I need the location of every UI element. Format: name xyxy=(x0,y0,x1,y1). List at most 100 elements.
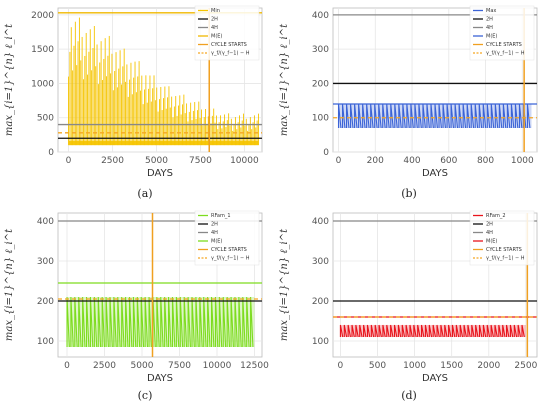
series-cycle xyxy=(451,324,456,338)
series-cycle xyxy=(401,324,406,338)
series-cycle xyxy=(506,324,510,338)
series-cycle xyxy=(156,296,160,348)
chart-panel-b: 0 200 400 600 800 10000100200300400DAYSmax_{i… xyxy=(279,5,538,179)
series-cycle xyxy=(347,324,352,338)
series-cycle xyxy=(171,296,176,348)
series-cycle xyxy=(363,324,367,338)
series-cycle xyxy=(517,324,522,338)
series-cycle xyxy=(509,324,514,338)
series-cycle xyxy=(97,296,102,348)
series-cycle xyxy=(393,324,398,338)
y-tick-label: 2000 xyxy=(31,11,54,21)
y-tick-label: 400 xyxy=(312,11,329,21)
series-cycle xyxy=(195,296,199,348)
legend-label: Max xyxy=(486,8,496,14)
series-cycle xyxy=(436,324,440,338)
legend-box xyxy=(194,5,260,61)
chart-panel-d: 0 500 1000 1500 2000 2500 100 200 300 400 DAYS max_… xyxy=(279,210,538,384)
series-cycle xyxy=(109,296,113,348)
x-axis-label: DAYS xyxy=(147,168,173,179)
series-cycle xyxy=(113,296,117,348)
legend-label: 4H xyxy=(211,230,218,236)
series-cycle xyxy=(168,296,172,348)
y-tick-label: 300 xyxy=(312,45,329,55)
legend-box xyxy=(469,5,535,61)
x-tick-label: 0 xyxy=(66,156,72,166)
y-axis-label: max_{i=1}^{n} ℓ_i^t xyxy=(4,228,15,341)
series-cycle xyxy=(370,324,375,338)
y-tick-label: 500 xyxy=(37,114,54,124)
series-cycle xyxy=(78,296,82,348)
series-cycle xyxy=(238,296,242,348)
legend-label: CYCLE STARTS xyxy=(486,42,522,48)
y-tick-label: 100 xyxy=(312,114,329,124)
x-tick-label: 1000 xyxy=(511,156,534,166)
series-cycle xyxy=(339,324,344,338)
y-tick-label: 100 xyxy=(312,337,329,347)
legend-label: Min xyxy=(211,8,220,14)
x-tick-label: 500 xyxy=(369,361,386,371)
y-tick-label: 200 xyxy=(312,297,329,307)
series-cycle xyxy=(230,296,234,348)
series-cycle xyxy=(218,296,223,348)
x-tick-label: 12500 xyxy=(240,361,269,371)
x-tick-label: 2500 xyxy=(514,361,537,371)
series-cycle xyxy=(409,324,413,338)
y-tick-label: 1000 xyxy=(31,79,54,89)
series-cycle xyxy=(502,324,506,338)
series-cycle xyxy=(199,296,203,348)
legend-label: 4H xyxy=(486,230,493,236)
series-cycle xyxy=(486,324,491,338)
series-cycle xyxy=(390,324,394,338)
y-tick-label: 200 xyxy=(312,79,329,89)
x-tick-label: 5000 xyxy=(145,156,168,166)
x-tick-label: 600 xyxy=(440,156,457,166)
chart-panel-a: 0 2500 5000 7500 10000 0 500 1000 1500 2000 DAYS ma… xyxy=(4,5,263,179)
y-tick-label: 100 xyxy=(37,337,54,347)
series-cycle xyxy=(490,324,494,338)
x-tick-label: 5000 xyxy=(131,361,154,371)
series-cycle xyxy=(359,324,363,338)
series-cycle xyxy=(207,296,211,348)
series-cycle xyxy=(246,296,250,348)
series-cycle xyxy=(234,296,238,348)
x-tick-label: 0 xyxy=(338,361,344,371)
series-cycle xyxy=(475,324,479,338)
series-cycle xyxy=(397,324,402,338)
series-cycle xyxy=(160,296,164,348)
x-tick-label: 10000 xyxy=(230,156,259,166)
x-tick-label: 400 xyxy=(403,156,420,166)
series-cycle xyxy=(417,324,421,338)
series-cycle xyxy=(121,296,125,348)
legend-label: 2H xyxy=(211,222,218,228)
legend-box xyxy=(469,210,535,266)
series-cycle xyxy=(183,296,188,348)
series-cycle xyxy=(66,296,70,348)
series-cycle xyxy=(424,324,429,338)
series-cycle xyxy=(455,324,460,338)
legend-label: M(E) xyxy=(211,239,222,245)
x-tick-label: 1500 xyxy=(440,361,463,371)
series-cycle xyxy=(203,296,207,348)
series-cycle xyxy=(386,324,390,338)
series-cycle xyxy=(242,296,246,348)
legend-label: γ_f/(γ_f−1) − H xyxy=(486,51,525,57)
x-tick-label: 10000 xyxy=(203,361,232,371)
series-cycle xyxy=(366,324,371,338)
series-cycle xyxy=(101,296,106,348)
series-cycle xyxy=(175,296,180,348)
x-tick-label: 2500 xyxy=(101,156,124,166)
caption-c: (c) xyxy=(137,389,153,402)
series-cycle xyxy=(140,296,145,348)
legend-label: RFam_2 xyxy=(486,213,506,219)
series-cycle xyxy=(467,324,471,338)
legend-label: γ_f/(γ_f−1) − H xyxy=(486,256,525,262)
series-cycle xyxy=(498,324,502,338)
series-cycle xyxy=(413,324,417,338)
x-tick-label: 0 xyxy=(336,156,342,166)
legend-box xyxy=(194,210,260,266)
series-cycle xyxy=(226,296,231,348)
series-cycle xyxy=(478,324,483,338)
series-cycle xyxy=(144,296,149,348)
series-cycle xyxy=(164,296,168,348)
